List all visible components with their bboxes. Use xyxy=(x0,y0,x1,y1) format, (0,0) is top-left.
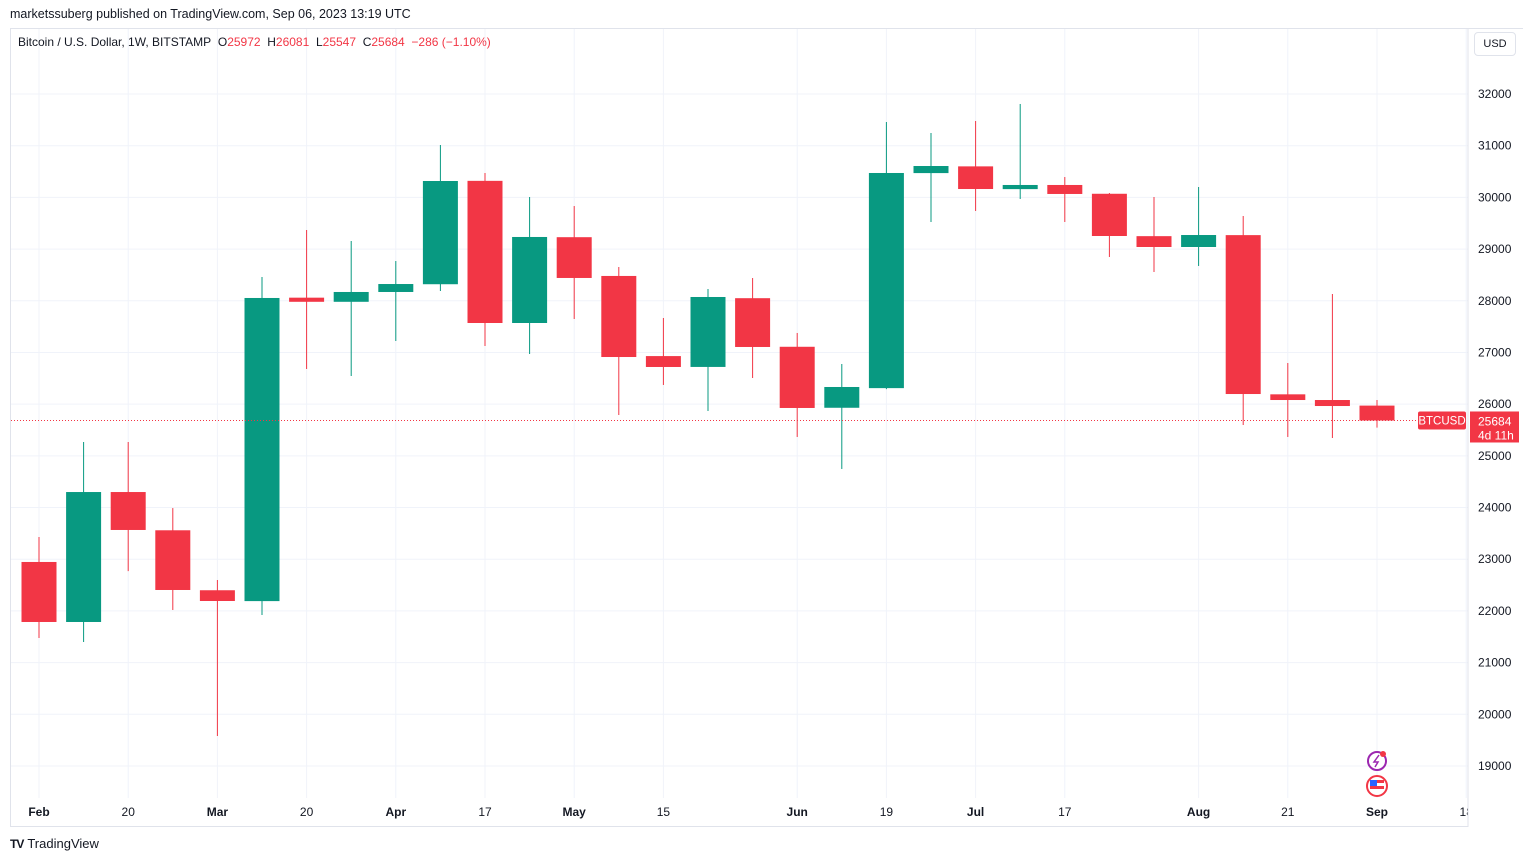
candle-body-down xyxy=(779,346,815,408)
y-tick-label: 23000 xyxy=(1478,552,1512,566)
candle-body-down xyxy=(1270,394,1306,401)
x-tick-label: Jul xyxy=(967,805,984,819)
notification-dot xyxy=(1380,751,1386,757)
close-label: C xyxy=(362,35,372,49)
candle-body-down xyxy=(645,356,681,367)
candle-body-down xyxy=(601,275,637,358)
candle-body-down xyxy=(155,530,191,590)
change-value: −286 (−1.10%) xyxy=(411,35,491,49)
symbol-tag[interactable]: BTCUSD xyxy=(1418,415,1465,427)
x-tick-label: 20 xyxy=(300,805,314,819)
candle-body-up xyxy=(422,180,458,285)
x-tick-label: 15 xyxy=(657,805,671,819)
candle-body-down xyxy=(958,166,994,190)
x-tick-label: May xyxy=(563,805,587,819)
high-value: 26081 xyxy=(275,35,310,49)
y-tick-label: 19000 xyxy=(1478,759,1512,773)
symbol-tag-bg xyxy=(1418,411,1466,430)
y-tick-label: 31000 xyxy=(1478,139,1512,153)
candle-body-down xyxy=(199,590,235,601)
flag-canton xyxy=(1370,780,1377,786)
y-tick-label: 29000 xyxy=(1478,242,1512,256)
candle-body-up xyxy=(512,236,548,323)
y-tick-label: 27000 xyxy=(1478,345,1512,359)
x-tick-label: Apr xyxy=(385,805,406,819)
candle-body-down xyxy=(1225,235,1261,395)
y-tick-label: 22000 xyxy=(1478,604,1512,618)
last-price-label[interactable]: 25684 xyxy=(1478,414,1512,428)
x-tick-label: Aug xyxy=(1187,805,1210,819)
candle-body-down xyxy=(289,297,325,302)
candle-body-up xyxy=(1002,184,1038,190)
candle-body-down xyxy=(556,237,592,278)
symbol-title: Bitcoin / U.S. Dollar, 1W, BITSTAMP xyxy=(18,35,212,49)
publisher-line: marketssuberg published on TradingView.c… xyxy=(10,7,411,21)
open-label: O xyxy=(217,35,228,49)
candle-body-down xyxy=(1136,236,1172,248)
x-tick-label: Sep xyxy=(1366,805,1388,819)
candle-body-up xyxy=(690,296,726,367)
x-tick-label: 17 xyxy=(1058,805,1072,819)
y-tick-label: 21000 xyxy=(1478,656,1512,670)
x-tick-label: Jun xyxy=(787,805,808,819)
candle-body-down xyxy=(735,298,771,347)
y-tick-label: 20000 xyxy=(1478,707,1512,721)
candle-body-up xyxy=(868,172,904,389)
candle-body-down xyxy=(1359,405,1395,421)
candle-body-up xyxy=(378,284,414,292)
last-price-label-bg xyxy=(1470,411,1519,443)
high-label: H xyxy=(267,35,276,49)
open-value: 25972 xyxy=(227,35,261,49)
countdown-label: 4d 11h xyxy=(1478,428,1514,442)
candle-body-down xyxy=(1047,184,1083,194)
lightning-glyph xyxy=(1372,754,1380,768)
candle-body-down xyxy=(467,180,503,323)
x-tick-label: 17 xyxy=(478,805,492,819)
candle-body-up xyxy=(824,386,860,408)
candle-body-down xyxy=(110,492,146,530)
y-tick-label: 25000 xyxy=(1478,449,1512,463)
brand-name: TradingView xyxy=(27,836,99,851)
tradingview-logo-icon: TV xyxy=(10,836,24,851)
low-label: L xyxy=(315,35,323,49)
candle-body-up xyxy=(1181,235,1217,248)
x-tick-label: 20 xyxy=(122,805,136,819)
x-tick-label: Feb xyxy=(28,805,49,819)
candle-body-up xyxy=(66,492,102,622)
y-tick-label: 24000 xyxy=(1478,501,1512,515)
flag-stripe xyxy=(1370,786,1384,789)
y-tick-label: 28000 xyxy=(1478,294,1512,308)
currency-button[interactable]: USD xyxy=(1474,32,1516,56)
candle-body-down xyxy=(1314,400,1350,407)
candle-body-down xyxy=(1091,193,1127,236)
footer-brand[interactable]: TV TradingView xyxy=(10,836,99,851)
close-value: 25684 xyxy=(371,35,405,49)
y-tick-label: 32000 xyxy=(1478,87,1512,101)
low-value: 25547 xyxy=(322,35,357,49)
candle-body-up xyxy=(244,297,280,602)
x-tick-label: 21 xyxy=(1281,805,1295,819)
candle-body-up xyxy=(913,166,949,174)
x-tick-label: 19 xyxy=(880,805,894,819)
y-tick-label: 26000 xyxy=(1478,397,1512,411)
y-tick-label: 30000 xyxy=(1478,190,1512,204)
candle-body-up xyxy=(333,291,369,302)
candle-body-down xyxy=(21,561,57,622)
x-tick-label: Mar xyxy=(207,805,229,819)
symbol-legend: Bitcoin / U.S. Dollar, 1W, BITSTAMP O259… xyxy=(18,35,491,49)
